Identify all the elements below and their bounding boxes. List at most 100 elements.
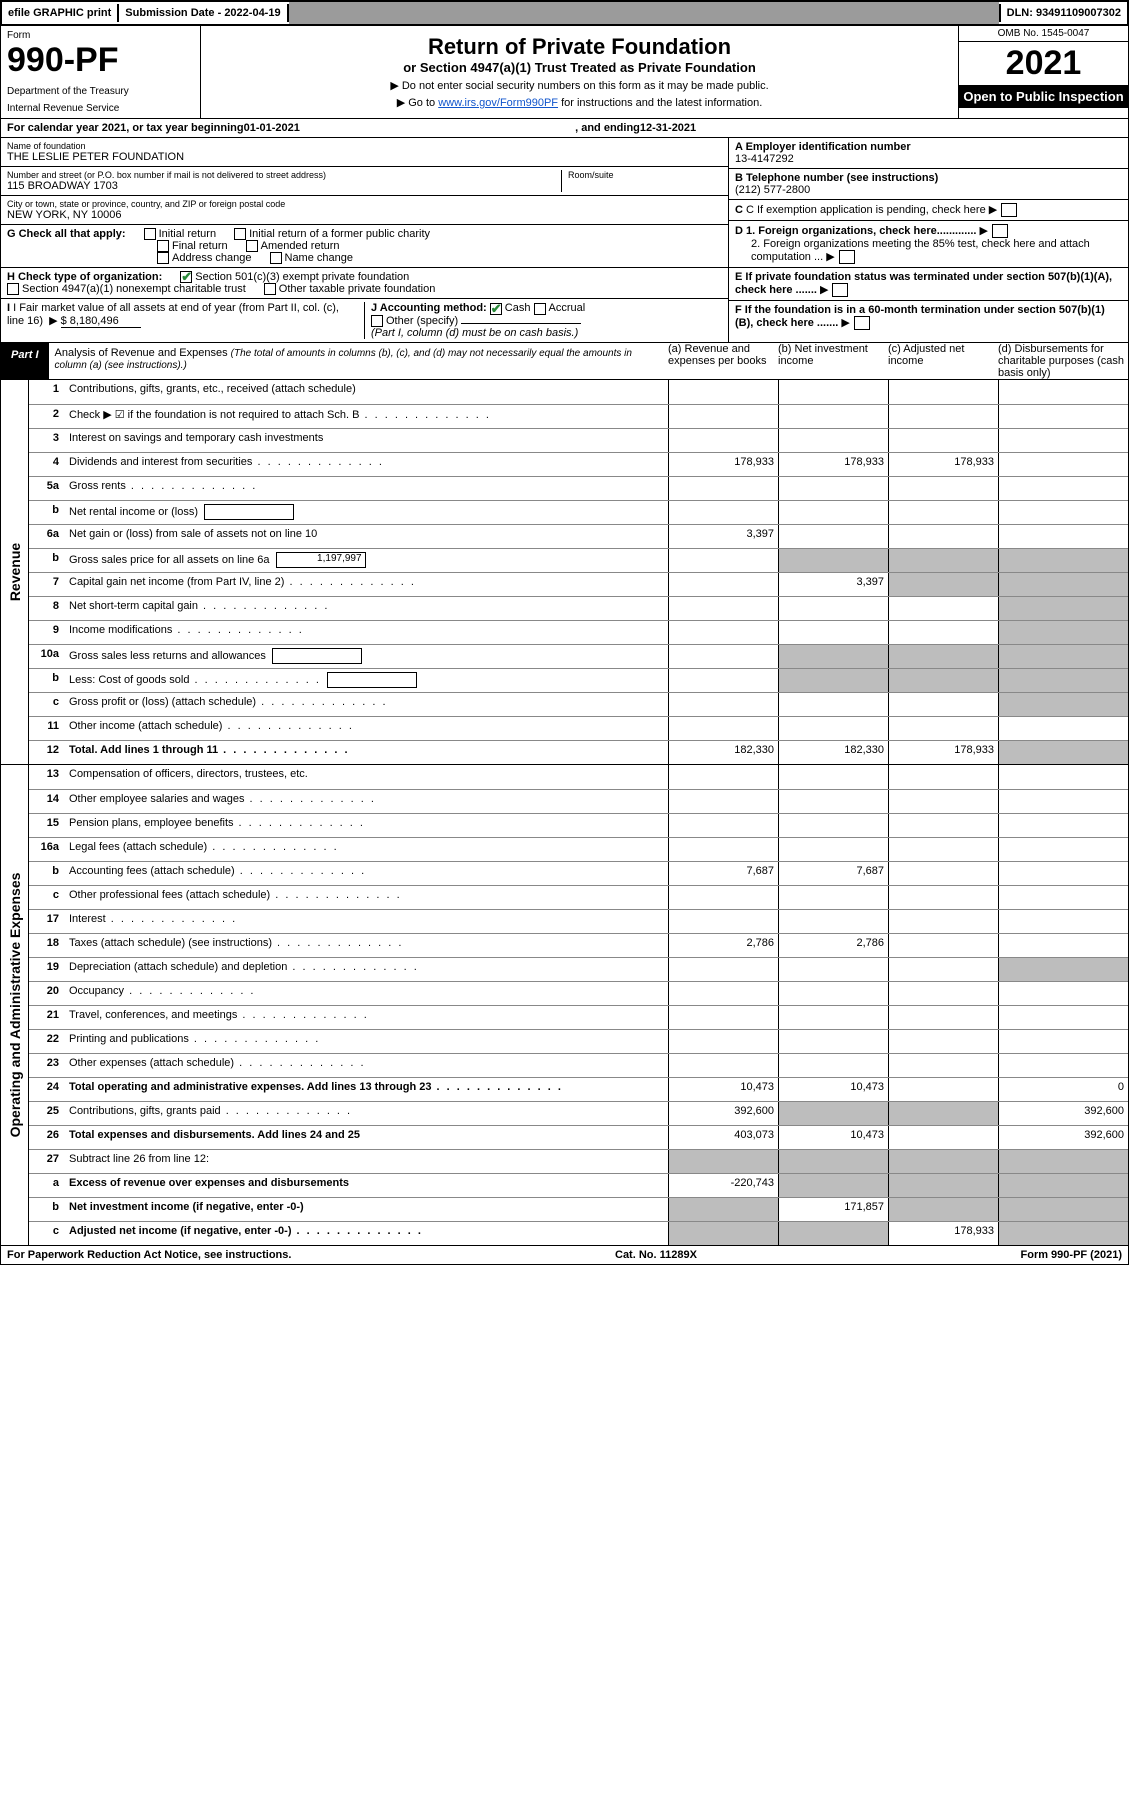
g-opt-2: Address change [172,252,252,264]
checkbox-accrual[interactable] [534,303,546,315]
checkbox-cash[interactable] [490,303,502,315]
line-desc: Net gain or (loss) from sale of assets n… [65,525,668,548]
checkbox-501c3[interactable] [180,271,192,283]
cell-a: 403,073 [668,1126,778,1149]
table-row: bAccounting fees (attach schedule)7,6877… [29,861,1128,885]
cell-d [998,717,1128,740]
line-number: 5a [29,477,65,500]
cell-c: 178,933 [888,1222,998,1245]
side-revenue-text: Revenue [7,542,23,600]
cell-a [668,621,778,644]
cell-a [668,597,778,620]
cell-d [998,429,1128,452]
cell-d [998,790,1128,813]
line-number: c [29,886,65,909]
checkbox-e[interactable] [832,283,848,297]
f-cell: F If the foundation is in a 60-month ter… [729,301,1128,333]
cell-b: 3,397 [778,573,888,596]
cell-d [998,549,1128,572]
cell-b [778,525,888,548]
form-number: 990-PF [7,41,194,80]
h-opt-1: Section 4947(a)(1) nonexempt charitable … [22,283,246,295]
table-row: 17Interest [29,909,1128,933]
line-desc: Adjusted net income (if negative, enter … [65,1222,668,1245]
checkbox-address-change[interactable] [157,252,169,264]
checkbox-name-change[interactable] [270,252,282,264]
checkbox-final-return[interactable] [157,240,169,252]
address-cell: Number and street (or P.O. box number if… [1,167,728,196]
d-cell: D 1. Foreign organizations, check here..… [729,221,1128,268]
cell-c [888,693,998,716]
checkbox-c[interactable] [1001,203,1017,217]
topbar-fill [289,2,999,24]
cell-b [778,380,888,404]
h-opt-2: Other taxable private foundation [279,283,436,295]
footer-left: For Paperwork Reduction Act Notice, see … [7,1249,291,1261]
table-row: 22Printing and publications [29,1029,1128,1053]
table-row: 2Check ▶ ☑ if the foundation is not requ… [29,404,1128,428]
cell-c [888,862,998,885]
table-row: cOther professional fees (attach schedul… [29,885,1128,909]
line-number: 1 [29,380,65,404]
calendar-row: For calendar year 2021, or tax year begi… [0,119,1129,138]
cell-c [888,573,998,596]
cell-b [778,838,888,861]
checkbox-4947[interactable] [7,283,19,295]
checkbox-f[interactable] [854,316,870,330]
j-note: (Part I, column (d) must be on cash basi… [371,327,722,339]
cell-b [778,958,888,981]
line-number: b [29,669,65,692]
city-label: City or town, state or province, country… [7,199,722,209]
checkbox-initial-public[interactable] [234,228,246,240]
cell-a [668,1054,778,1077]
cell-d [998,645,1128,668]
form-subtitle: or Section 4947(a)(1) Trust Treated as P… [211,60,948,75]
inline-box [272,648,362,664]
table-row: 13Compensation of officers, directors, t… [29,765,1128,789]
cell-b: 10,473 [778,1126,888,1149]
efile-label[interactable]: efile GRAPHIC print [2,4,119,22]
checkbox-other-method[interactable] [371,315,383,327]
j-opt-2: Other (specify) [386,315,458,327]
cell-d [998,1174,1128,1197]
cell-a [668,1198,778,1221]
cell-a [668,765,778,789]
line-number: 3 [29,429,65,452]
inline-box: 1,197,997 [276,552,366,568]
cell-a [668,838,778,861]
cell-c [888,765,998,789]
line-desc: Other employee salaries and wages [65,790,668,813]
table-row: 25Contributions, gifts, grants paid392,6… [29,1101,1128,1125]
cell-c [888,405,998,428]
line-number: 12 [29,741,65,764]
form-header: Form 990-PF Department of the Treasury I… [0,26,1129,119]
cell-b [778,597,888,620]
irs-link[interactable]: www.irs.gov/Form990PF [438,97,558,109]
cell-a: 178,933 [668,453,778,476]
ident-section: Name of foundation THE LESLIE PETER FOUN… [0,138,1129,343]
table-row: cGross profit or (loss) (attach schedule… [29,692,1128,716]
table-row: 20Occupancy [29,981,1128,1005]
cell-c [888,838,998,861]
cell-b: 2,786 [778,934,888,957]
checkbox-d1[interactable] [992,224,1008,238]
cell-c [888,1102,998,1125]
checkbox-initial-return[interactable] [144,228,156,240]
revenue-section: Revenue 1Contributions, gifts, grants, e… [0,380,1129,765]
cell-c [888,597,998,620]
line-desc: Occupancy [65,982,668,1005]
header-right: OMB No. 1545-0047 2021 Open to Public In… [958,26,1128,118]
line-number: 16a [29,838,65,861]
cell-b [778,1222,888,1245]
line-desc: Contributions, gifts, grants paid [65,1102,668,1125]
checkbox-amended[interactable] [246,240,258,252]
cell-d: 392,600 [998,1126,1128,1149]
side-label-revenue: Revenue [1,380,29,764]
cal-begin: 01-01-2021 [244,122,300,134]
checkbox-d2[interactable] [839,250,855,264]
j-label: J Accounting method: [371,302,487,314]
table-row: 8Net short-term capital gain [29,596,1128,620]
cell-a: 2,786 [668,934,778,957]
checkbox-other-taxable[interactable] [264,283,276,295]
cell-c [888,717,998,740]
